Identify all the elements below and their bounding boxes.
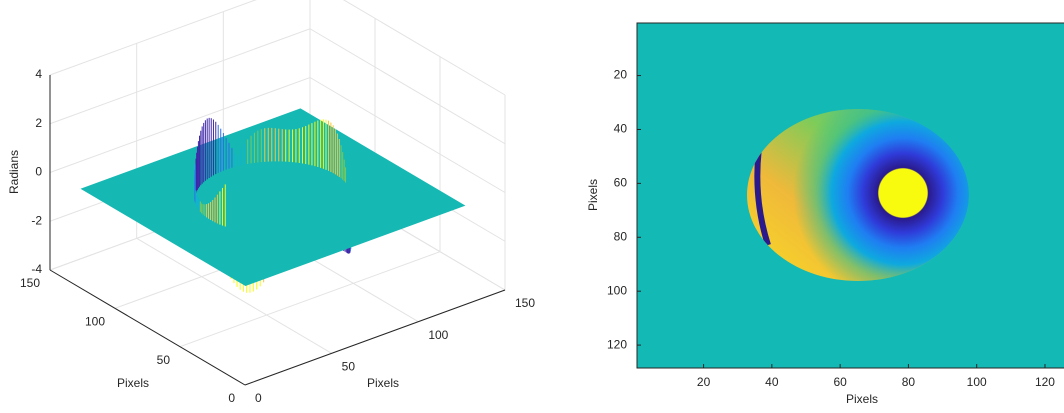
z-axis-label: Radians: [7, 150, 21, 194]
axis-line: [244, 289, 506, 386]
z-grid-line: [49, 0, 506, 96]
z-tick-label: -4: [31, 262, 42, 276]
y-tick-label: 150: [20, 276, 40, 290]
y-axis-label: Pixels: [586, 179, 600, 211]
y-tick-label: 20: [614, 68, 628, 82]
x-tick-label: 100: [428, 328, 448, 342]
y-axis-label: Pixels: [117, 376, 149, 390]
x-tick-label: 60: [833, 375, 847, 389]
y-tick-label: 50: [157, 353, 171, 367]
image-plot: 20 40 60 80 100 120 20 40 60 80 100 120 Pixels Pixels: [586, 22, 1064, 406]
z-tick-label: 2: [35, 116, 42, 130]
y-tick-label: 0: [228, 391, 235, 405]
y-tick-label: 60: [614, 176, 628, 190]
x-axis-label: Pixels: [846, 392, 878, 406]
axis-line: [49, 269, 246, 386]
y-tick-label: 120: [607, 337, 627, 351]
surface-plane: [80, 108, 466, 287]
x-tick-label: 20: [697, 375, 711, 389]
y-grid-line: [179, 56, 441, 348]
surface-plot: -4 -2 0 2 4 0 50 100 150 0 50 100 150 Pixels Pixels Rad…: [7, 0, 535, 405]
x-tick-label: 0: [255, 391, 262, 405]
x-tick-label: 40: [765, 375, 779, 389]
y-tick-label: 100: [607, 283, 627, 297]
x-tick-label: 80: [902, 375, 916, 389]
image: [637, 23, 1064, 368]
y-tick-label: 40: [614, 122, 628, 136]
x-tick-label: 150: [515, 296, 535, 310]
x-tick-label: 50: [342, 360, 356, 374]
image-phase-ring: [747, 109, 969, 281]
y-tick-label: 80: [614, 229, 628, 243]
z-tick-label: 0: [35, 165, 42, 179]
x-axis-label: Pixels: [367, 376, 399, 390]
z-tick-label: -2: [31, 213, 42, 227]
x-tick-label: 120: [1035, 375, 1055, 389]
axes-box: [636, 22, 1064, 369]
y-tick-label: 100: [85, 315, 105, 329]
x-tick-label: 100: [967, 375, 987, 389]
z-tick-label: 4: [35, 67, 42, 81]
